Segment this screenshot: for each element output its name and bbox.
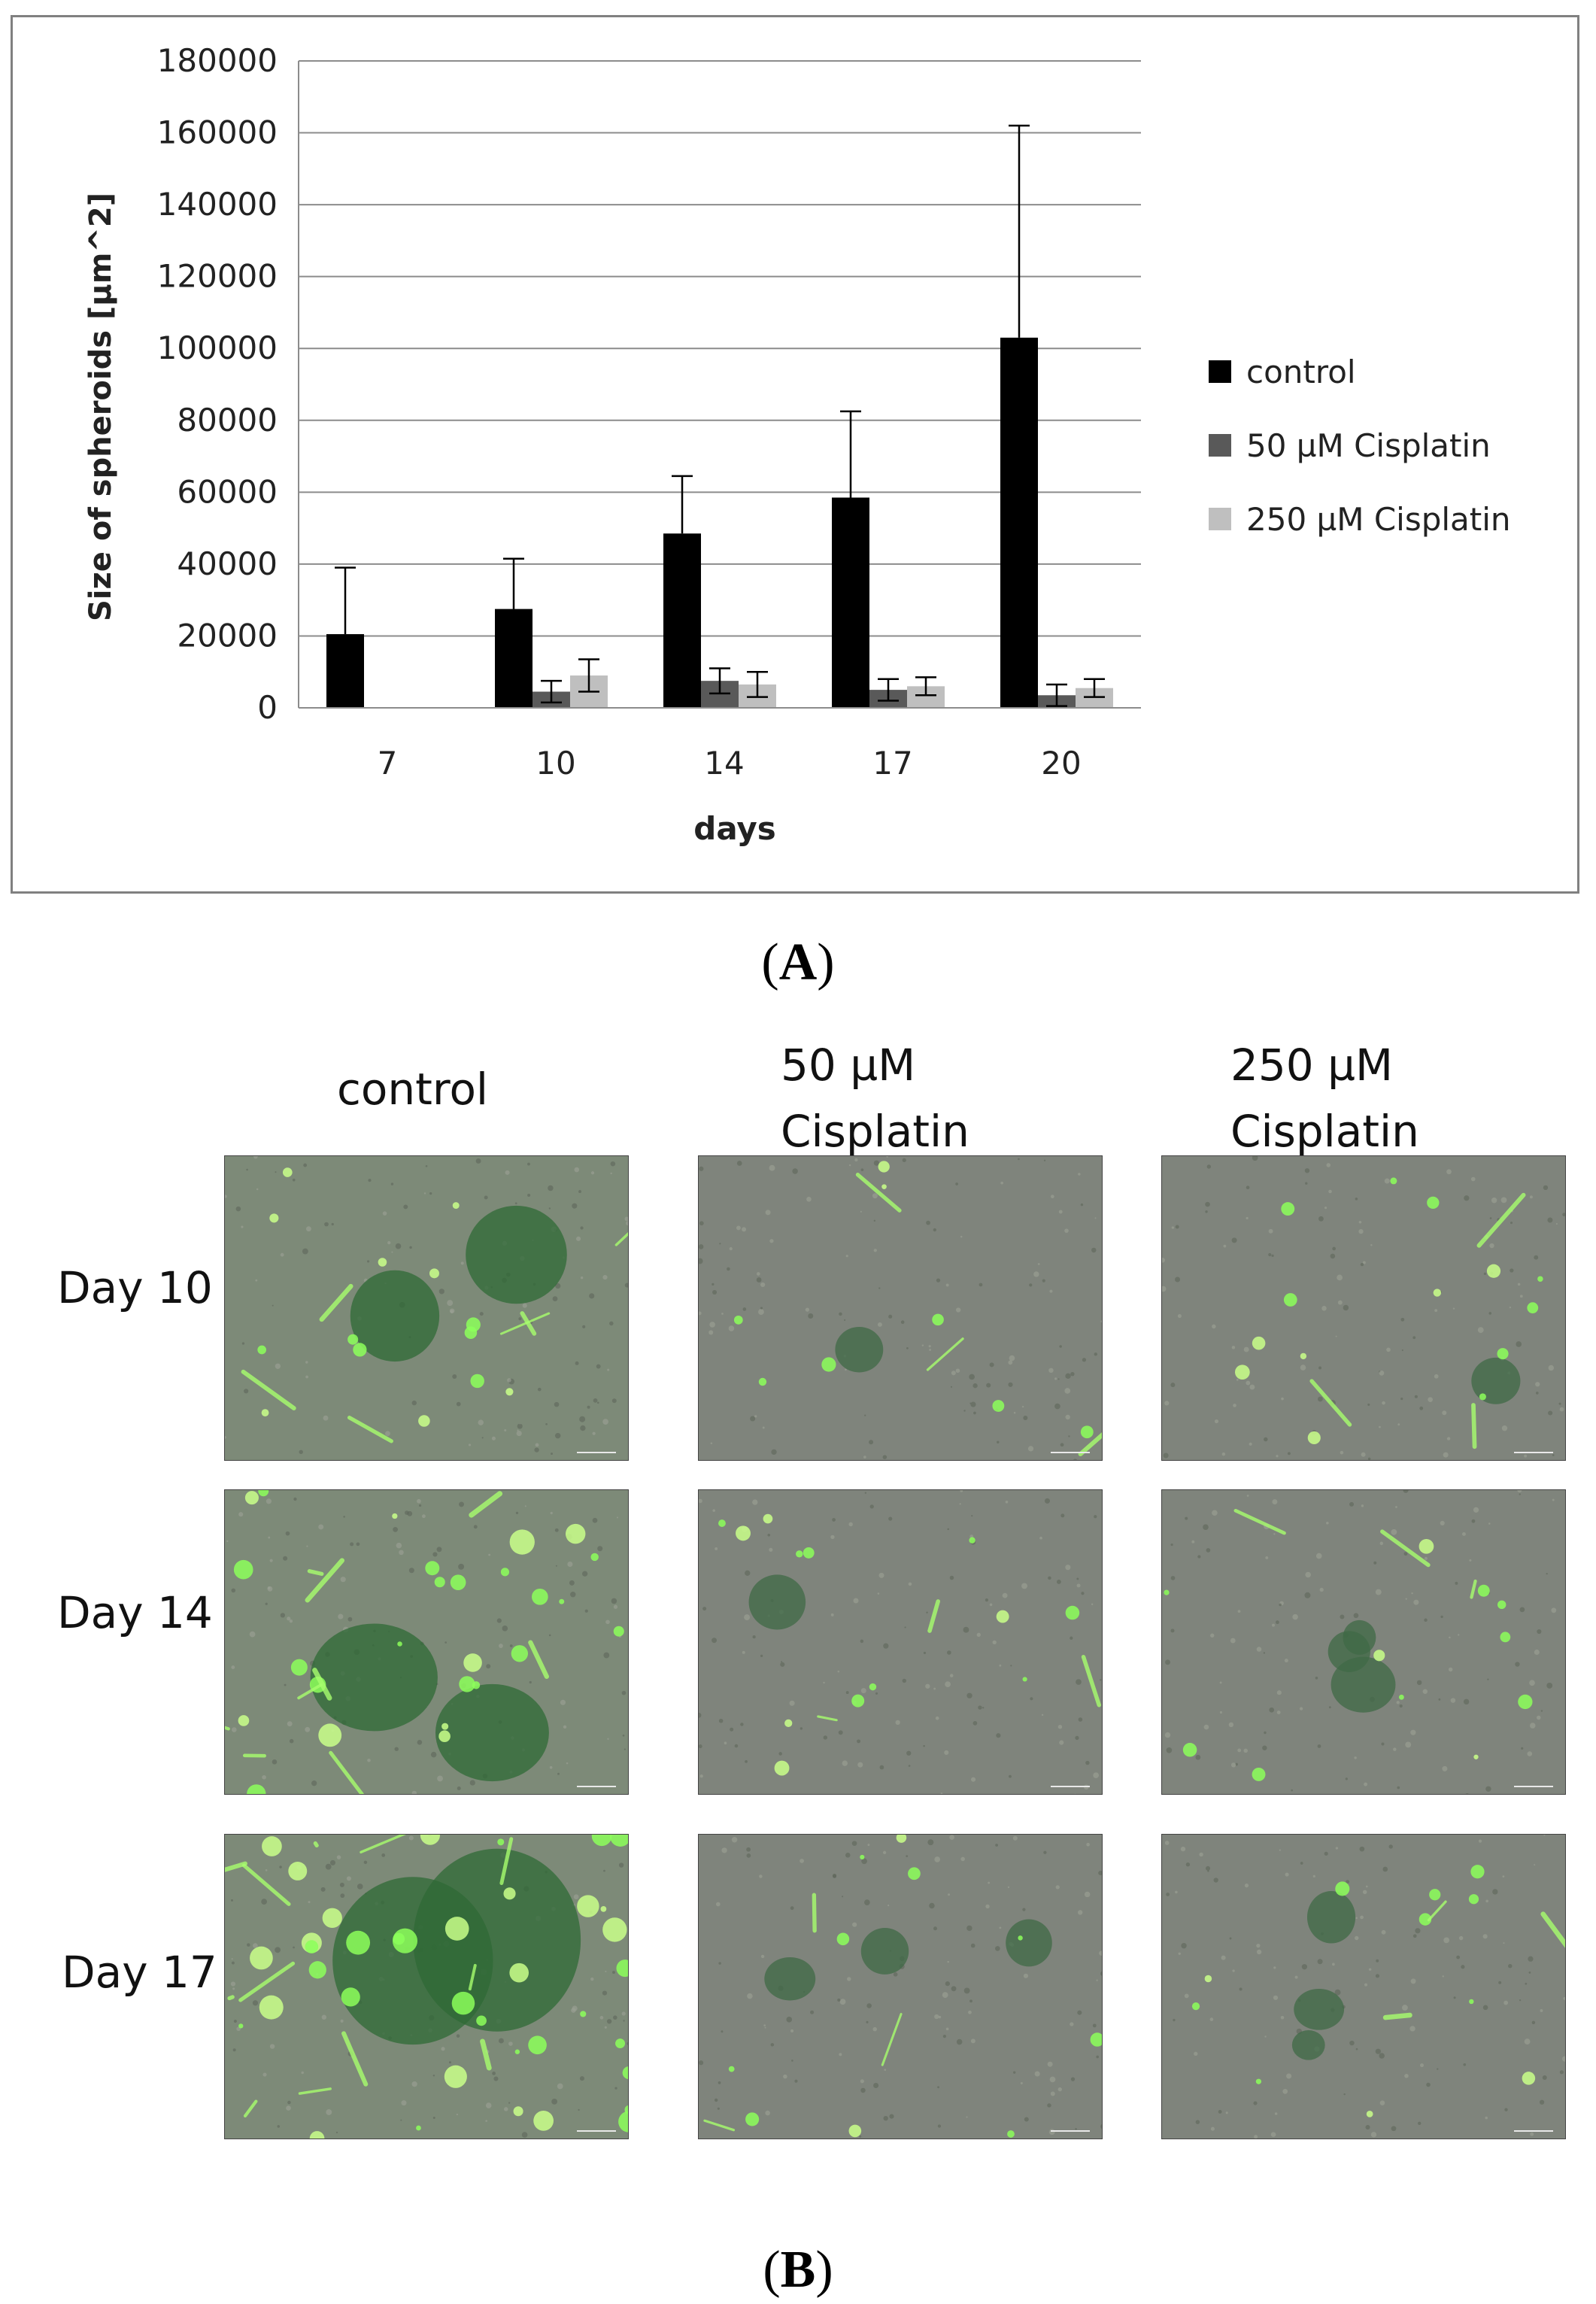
y-tick-label: 160000 — [157, 114, 278, 151]
bar-control — [1000, 337, 1038, 708]
y-axis-title: Size of spheroids [µm^2] — [83, 193, 118, 621]
micrograph-day-10-50uM-cisplatin — [698, 1155, 1103, 1461]
row-label-day-10: Day 10 — [57, 1262, 213, 1313]
x-tick-label: 17 — [872, 745, 912, 782]
chart-panel-a: 180000 160000 140000 120000 100000 80000 60000… — [11, 15, 1579, 894]
bar-chart: 180000 160000 140000 120000 100000 80000 60000… — [83, 42, 1511, 847]
x-axis-title: days — [693, 810, 776, 847]
micrograph-day-14-50uM-cisplatin — [698, 1489, 1103, 1795]
micrograph-day-14-control — [224, 1489, 629, 1795]
legend-label: control — [1246, 354, 1356, 390]
x-tick-label: 7 — [378, 745, 398, 782]
y-tick-label: 60000 — [177, 473, 278, 510]
bar-control — [832, 497, 869, 708]
legend-label: 50 µM Cisplatin — [1246, 427, 1491, 464]
y-tick-label: 20000 — [177, 617, 278, 654]
micrograph-day-10-250uM-cisplatin — [1161, 1155, 1566, 1461]
y-tick-label: 180000 — [157, 42, 278, 79]
legend-label: 250 µM Cisplatin — [1246, 501, 1511, 538]
y-tick-label: 140000 — [157, 186, 278, 223]
y-tick-label: 40000 — [177, 545, 278, 582]
column-header-control: control — [337, 1064, 489, 1115]
column-header-250uM-cisplatin: 250 µM Cisplatin — [1230, 1040, 1419, 1157]
x-tick-label: 14 — [704, 745, 744, 782]
y-tick-label: 120000 — [157, 258, 278, 295]
column-header-50uM-cisplatin: 50 µM Cisplatin — [781, 1040, 969, 1157]
micrograph-day-17-50uM-cisplatin — [698, 1834, 1103, 2139]
panel-a-label: (A) — [761, 933, 835, 991]
micrograph-day-10-control — [224, 1155, 629, 1461]
row-label-day-17: Day 17 — [62, 1947, 217, 1998]
y-tick-label: 80000 — [177, 402, 278, 439]
x-tick-label: 20 — [1041, 745, 1081, 782]
legend-swatch — [1209, 360, 1231, 383]
row-label-day-14: Day 14 — [57, 1587, 213, 1638]
micrograph-day-17-control — [224, 1834, 629, 2139]
legend-swatch — [1209, 508, 1231, 530]
bar-control — [663, 533, 701, 708]
bar-control — [326, 634, 364, 708]
panel-b-label: (B) — [763, 2241, 833, 2299]
x-tick-label: 10 — [536, 745, 575, 782]
micrograph-day-14-250uM-cisplatin — [1161, 1489, 1566, 1795]
micrograph-day-17-250uM-cisplatin — [1161, 1834, 1566, 2139]
y-tick-label: 100000 — [157, 329, 278, 366]
y-tick-label: 0 — [257, 689, 278, 726]
legend-swatch — [1209, 434, 1231, 457]
bar-control — [495, 609, 533, 708]
